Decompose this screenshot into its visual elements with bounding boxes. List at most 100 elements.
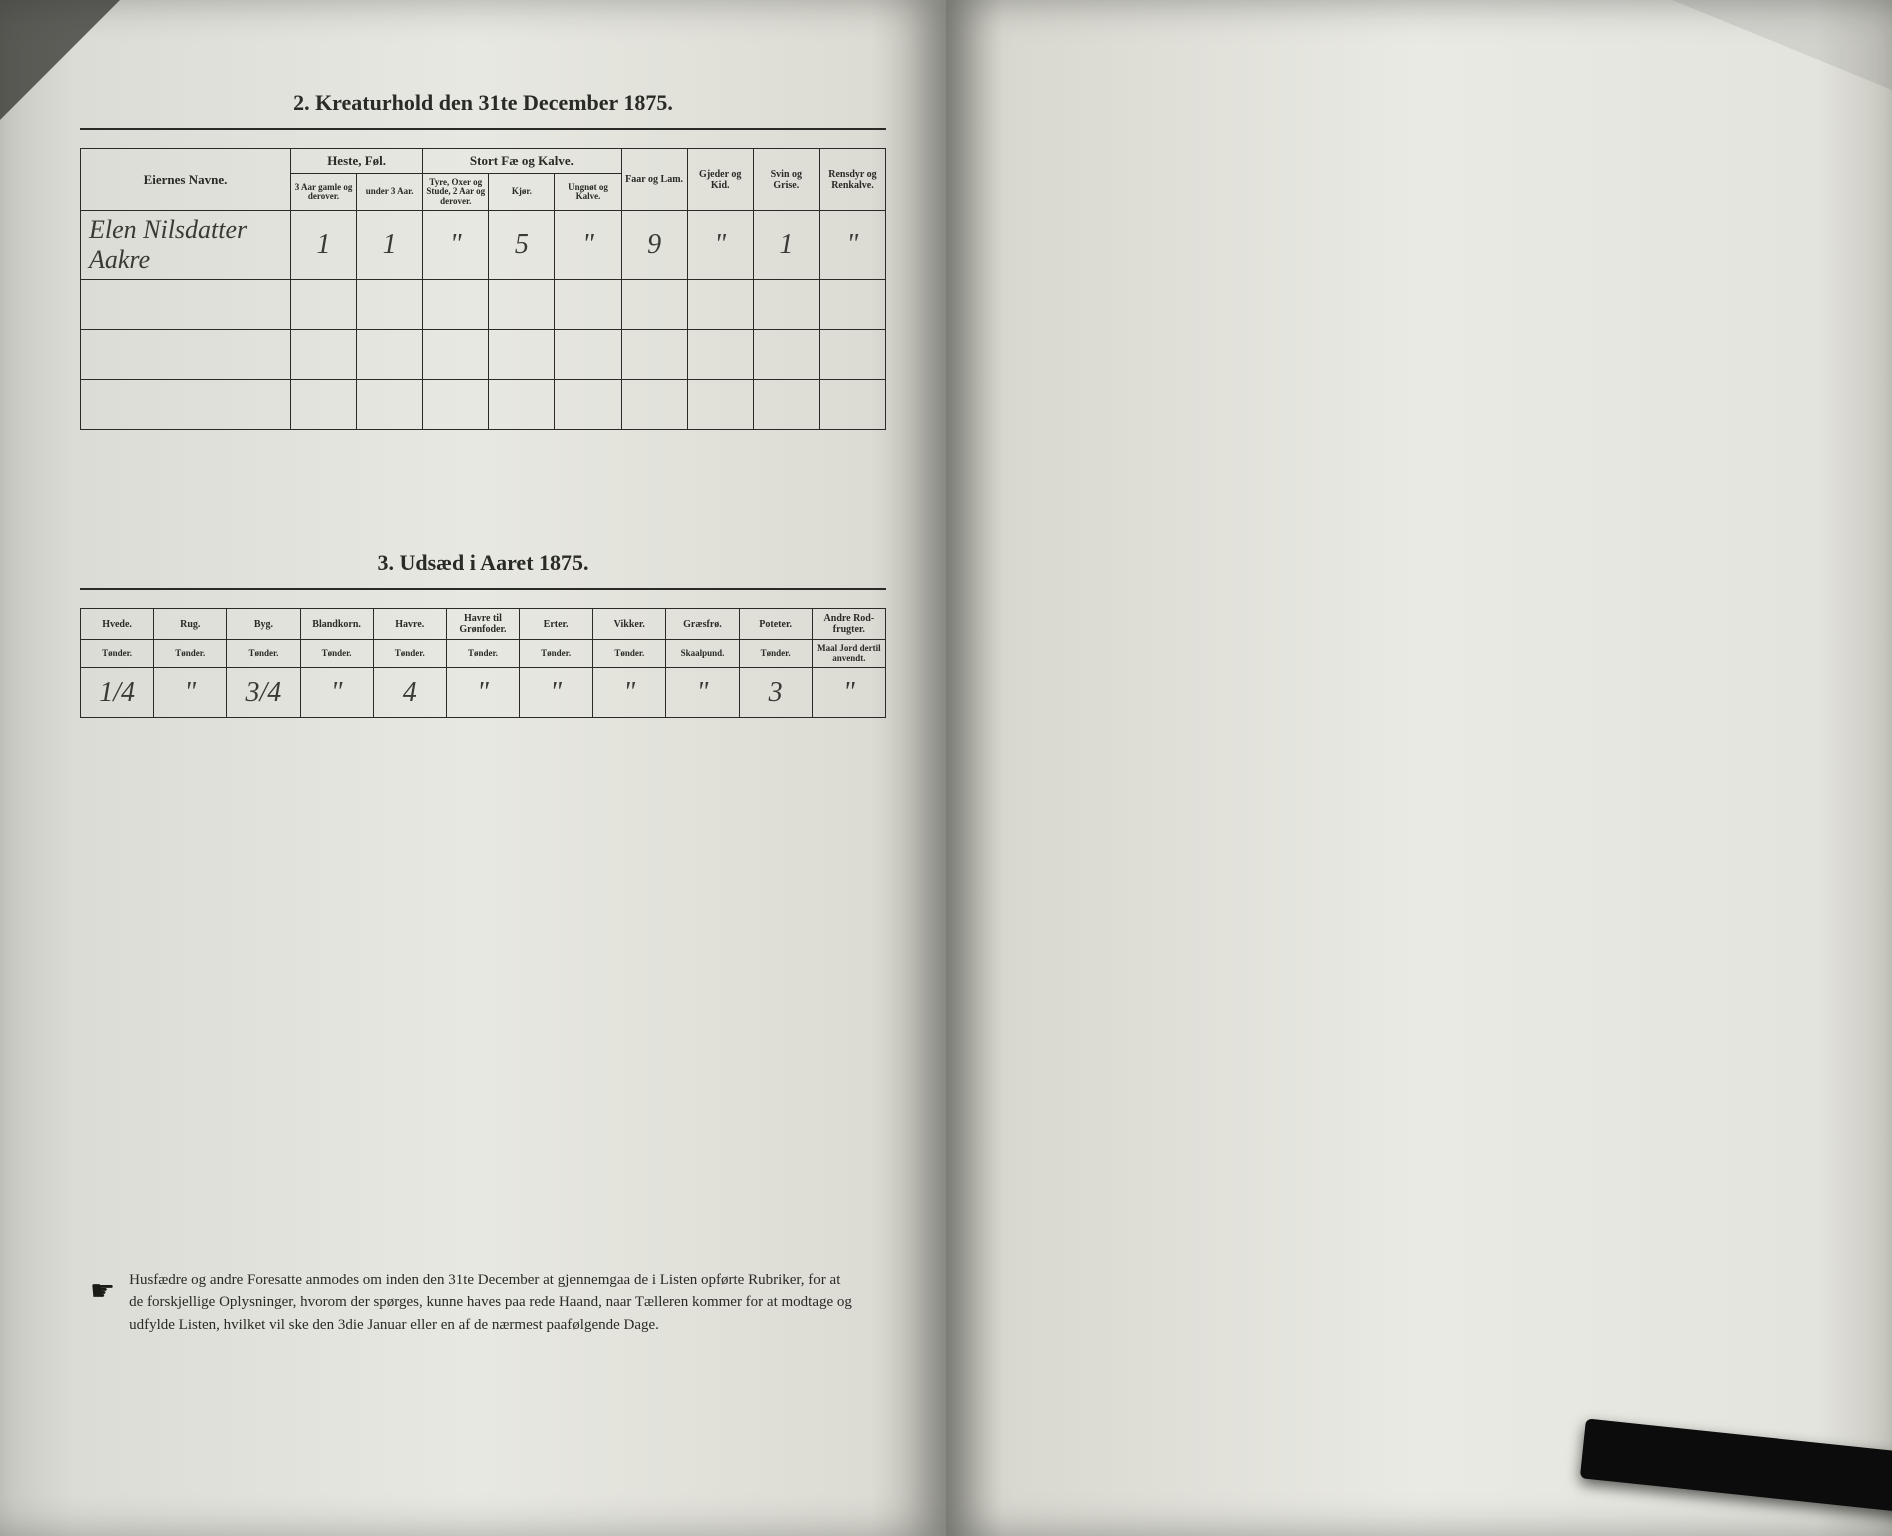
value-cell: 9 bbox=[621, 211, 687, 280]
crop-col: Rug. bbox=[154, 609, 227, 640]
value-cell bbox=[819, 280, 885, 330]
value-cell bbox=[423, 330, 489, 380]
unit-cell: Tønder. bbox=[739, 640, 812, 668]
value-cell bbox=[687, 380, 753, 430]
col-bulls: Tyre, Oxer og Stude, 2 Aar og derover. bbox=[423, 174, 489, 211]
value-cell: " bbox=[593, 668, 666, 718]
pointing-hand-icon: ☛ bbox=[90, 1271, 115, 1337]
value-cell: 4 bbox=[373, 668, 446, 718]
footer-text: Husfædre og andre Foresatte anmodes om i… bbox=[129, 1269, 856, 1337]
col-cattle: Stort Fæ og Kalve. bbox=[423, 149, 621, 174]
table-row bbox=[81, 280, 886, 330]
value-cell: " bbox=[687, 211, 753, 280]
unit-cell: Tønder. bbox=[300, 640, 373, 668]
table-row bbox=[81, 380, 886, 430]
value-cell bbox=[489, 280, 555, 330]
folded-corner bbox=[0, 0, 120, 120]
value-cell: 1/4 bbox=[81, 668, 154, 718]
value-cell bbox=[753, 280, 819, 330]
value-cell: 1 bbox=[753, 211, 819, 280]
unit-cell: Skaalpund. bbox=[666, 640, 739, 668]
value-cell: " bbox=[520, 668, 593, 718]
left-page: 2. Kreaturhold den 31te December 1875. E… bbox=[0, 0, 946, 1536]
col-horses: Heste, Føl. bbox=[291, 149, 423, 174]
value-cell bbox=[555, 380, 621, 430]
value-cell: " bbox=[300, 668, 373, 718]
value-cell: 1 bbox=[357, 211, 423, 280]
crop-col: Hvede. bbox=[81, 609, 154, 640]
value-cell bbox=[621, 280, 687, 330]
value-cell bbox=[291, 280, 357, 330]
value-cell bbox=[819, 330, 885, 380]
value-cell bbox=[357, 380, 423, 430]
crop-col: Havre til Grønfoder. bbox=[446, 609, 519, 640]
unit-cell: Tønder. bbox=[520, 640, 593, 668]
rule bbox=[80, 128, 886, 130]
value-cell bbox=[621, 330, 687, 380]
value-cell bbox=[555, 330, 621, 380]
col-sheep: Faar og Lam. bbox=[621, 149, 687, 211]
unit-cell: Tønder. bbox=[593, 640, 666, 668]
unit-cell: Tønder. bbox=[373, 640, 446, 668]
crop-col: Græsfrø. bbox=[666, 609, 739, 640]
livestock-table: Eiernes Navne. Heste, Føl. Stort Fæ og K… bbox=[80, 148, 886, 430]
value-cell bbox=[819, 380, 885, 430]
unit-cell: Maal Jord dertil anvendt. bbox=[812, 640, 885, 668]
value-cell: 3 bbox=[739, 668, 812, 718]
col-horses-u3: under 3 Aar. bbox=[357, 174, 423, 211]
rule bbox=[80, 588, 886, 590]
value-cell bbox=[423, 280, 489, 330]
table-row: Elen Nilsdatter Aakre11"5"9"1" bbox=[81, 211, 886, 280]
value-cell: " bbox=[819, 211, 885, 280]
crop-col: Havre. bbox=[373, 609, 446, 640]
crop-col: Blandkorn. bbox=[300, 609, 373, 640]
col-cows: Kjør. bbox=[489, 174, 555, 211]
owner-cell bbox=[81, 280, 291, 330]
value-cell: " bbox=[423, 211, 489, 280]
value-cell bbox=[291, 380, 357, 430]
unit-cell: Tønder. bbox=[446, 640, 519, 668]
crop-col: Andre Rod-frugter. bbox=[812, 609, 885, 640]
col-reindeer: Rensdyr og Renkalve. bbox=[819, 149, 885, 211]
value-cell bbox=[753, 330, 819, 380]
unit-cell: Tønder. bbox=[227, 640, 300, 668]
section2-heading: 2. Kreaturhold den 31te December 1875. bbox=[80, 90, 886, 116]
right-fold bbox=[1672, 0, 1892, 90]
value-cell bbox=[753, 380, 819, 430]
value-cell bbox=[489, 380, 555, 430]
right-page bbox=[946, 0, 1892, 1536]
value-cell bbox=[621, 380, 687, 430]
value-cell: 5 bbox=[489, 211, 555, 280]
unit-cell: Tønder. bbox=[81, 640, 154, 668]
value-cell bbox=[291, 330, 357, 380]
value-cell: " bbox=[812, 668, 885, 718]
col-owner: Eiernes Navne. bbox=[81, 149, 291, 211]
owner-cell bbox=[81, 380, 291, 430]
sowing-table: Hvede.Rug.Byg.Blandkorn.Havre.Havre til … bbox=[80, 608, 886, 718]
value-cell: " bbox=[446, 668, 519, 718]
table-row bbox=[81, 330, 886, 380]
crop-col: Vikker. bbox=[593, 609, 666, 640]
value-cell: " bbox=[666, 668, 739, 718]
owner-cell: Elen Nilsdatter Aakre bbox=[81, 211, 291, 280]
value-cell: 3/4 bbox=[227, 668, 300, 718]
binder-clip bbox=[1580, 1418, 1892, 1513]
col-goats: Gjeder og Kid. bbox=[687, 149, 753, 211]
col-calves: Ungnøt og Kalve. bbox=[555, 174, 621, 211]
col-pigs: Svin og Grise. bbox=[753, 149, 819, 211]
crop-col: Byg. bbox=[227, 609, 300, 640]
section3-heading: 3. Udsæd i Aaret 1875. bbox=[80, 550, 886, 576]
value-cell bbox=[357, 280, 423, 330]
value-cell bbox=[357, 330, 423, 380]
value-cell bbox=[489, 330, 555, 380]
footer-note: ☛ Husfædre og andre Foresatte anmodes om… bbox=[90, 1269, 856, 1337]
value-cell: " bbox=[154, 668, 227, 718]
value-cell bbox=[687, 330, 753, 380]
crop-col: Poteter. bbox=[739, 609, 812, 640]
owner-cell bbox=[81, 330, 291, 380]
value-cell bbox=[687, 280, 753, 330]
value-cell bbox=[423, 380, 489, 430]
value-cell: " bbox=[555, 211, 621, 280]
value-cell: 1 bbox=[291, 211, 357, 280]
value-cell bbox=[555, 280, 621, 330]
